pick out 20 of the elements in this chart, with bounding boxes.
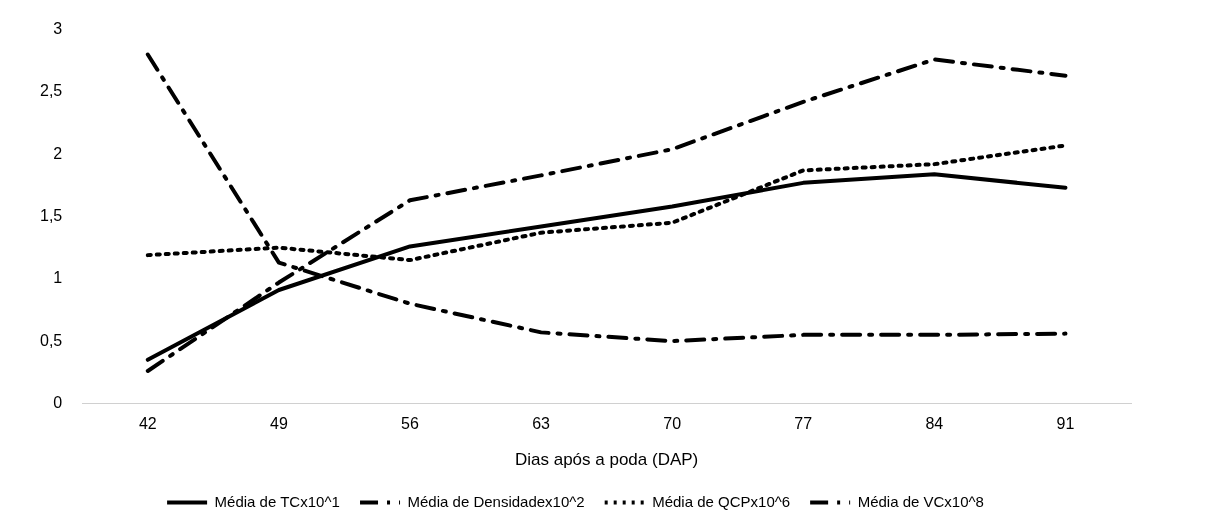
x-tick-label: 42 [138,415,157,433]
x-tick-label: 49 [269,415,288,433]
x-tick-label: 63 [532,415,551,433]
x-tick-label: 70 [663,415,682,433]
y-tick-label: 0 [53,393,63,411]
y-tick-label: 1,5 [39,206,63,224]
x-tick-label: 91 [1056,415,1075,433]
y-tick-label: 2 [53,144,63,162]
y-tick-label: 0,5 [39,331,63,349]
y-tick-label: 3 [53,20,63,38]
legend-label: Média de QCPx10^6 [652,492,791,510]
x-tick-label: 56 [401,415,419,433]
y-tick-label: 1 [53,269,63,287]
legend-label: Média de Densidadex10^2 [407,492,585,510]
legend-label: Média de VCx10^8 [857,492,984,510]
x-tick-label: 77 [794,415,813,433]
x-axis-title: Dias após a poda (DAP) [514,450,699,470]
y-tick-label: 2,5 [39,82,63,100]
x-tick-label: 84 [925,415,944,433]
legend-label: Média de TCx10^1 [214,492,340,510]
